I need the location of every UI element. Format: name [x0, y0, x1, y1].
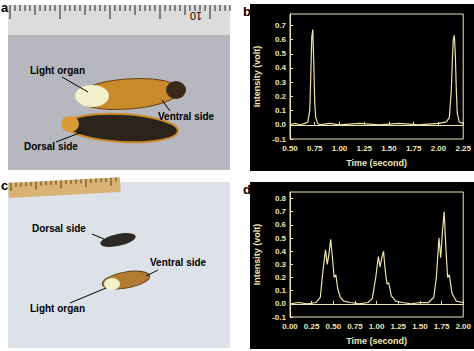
- svg-text:Dorsal side: Dorsal side: [32, 223, 86, 234]
- svg-text:0.00: 0.00: [282, 322, 298, 331]
- svg-text:Light organ: Light organ: [30, 303, 85, 314]
- svg-text:0.4: 0.4: [275, 247, 287, 256]
- svg-text:0.2: 0.2: [275, 92, 287, 101]
- svg-text:a: a: [1, 0, 9, 15]
- svg-text:1.75: 1.75: [434, 322, 450, 331]
- svg-text:1.25: 1.25: [390, 322, 406, 331]
- svg-text:-0.1: -0.1: [272, 313, 286, 322]
- svg-text:0.8: 0.8: [275, 194, 287, 203]
- svg-text:d: d: [243, 182, 251, 197]
- svg-text:c: c: [1, 178, 8, 193]
- svg-text:1.75: 1.75: [406, 144, 422, 153]
- svg-text:0.7: 0.7: [275, 207, 287, 216]
- svg-text:Ventral side: Ventral side: [158, 111, 215, 122]
- svg-text:Light organ: Light organ: [30, 65, 85, 76]
- svg-text:0.7: 0.7: [275, 21, 287, 30]
- svg-text:Intensity (volt): Intensity (volt): [252, 46, 262, 108]
- svg-text:0.3: 0.3: [275, 78, 287, 87]
- svg-text:0.5: 0.5: [275, 49, 287, 58]
- svg-text:0.0: 0.0: [275, 299, 287, 308]
- svg-text:0.50: 0.50: [326, 322, 342, 331]
- svg-text:b: b: [243, 4, 251, 19]
- svg-text:0.6: 0.6: [275, 35, 287, 44]
- svg-text:2.25: 2.25: [455, 144, 471, 153]
- svg-text:Intensity (volt): Intensity (volt): [252, 224, 262, 286]
- svg-text:0.75: 0.75: [307, 144, 323, 153]
- svg-text:0.6: 0.6: [275, 220, 287, 229]
- svg-text:0.75: 0.75: [347, 322, 363, 331]
- svg-text:0.2: 0.2: [275, 273, 287, 282]
- svg-text:0.4: 0.4: [275, 63, 287, 72]
- svg-text:0.50: 0.50: [282, 144, 298, 153]
- svg-text:2.00: 2.00: [431, 144, 447, 153]
- svg-text:0.0: 0.0: [275, 120, 287, 129]
- svg-text:1.00: 1.00: [332, 144, 348, 153]
- svg-text:-0.1: -0.1: [272, 135, 286, 144]
- svg-text:0.1: 0.1: [275, 286, 287, 295]
- svg-text:Time (second): Time (second): [346, 336, 407, 346]
- svg-text:1.50: 1.50: [412, 322, 428, 331]
- svg-text:0.25: 0.25: [304, 322, 320, 331]
- svg-text:Dorsal side: Dorsal side: [24, 141, 78, 152]
- svg-text:0.5: 0.5: [275, 234, 287, 243]
- svg-text:0.1: 0.1: [275, 106, 287, 115]
- svg-text:1.50: 1.50: [381, 144, 397, 153]
- svg-text:Ventral side: Ventral side: [150, 257, 207, 268]
- svg-text:10: 10: [190, 10, 202, 22]
- svg-text:1.00: 1.00: [369, 322, 385, 331]
- svg-text:2.00: 2.00: [455, 322, 471, 331]
- svg-text:Time (second): Time (second): [346, 158, 407, 168]
- svg-text:0.3: 0.3: [275, 260, 287, 269]
- svg-text:1.25: 1.25: [356, 144, 372, 153]
